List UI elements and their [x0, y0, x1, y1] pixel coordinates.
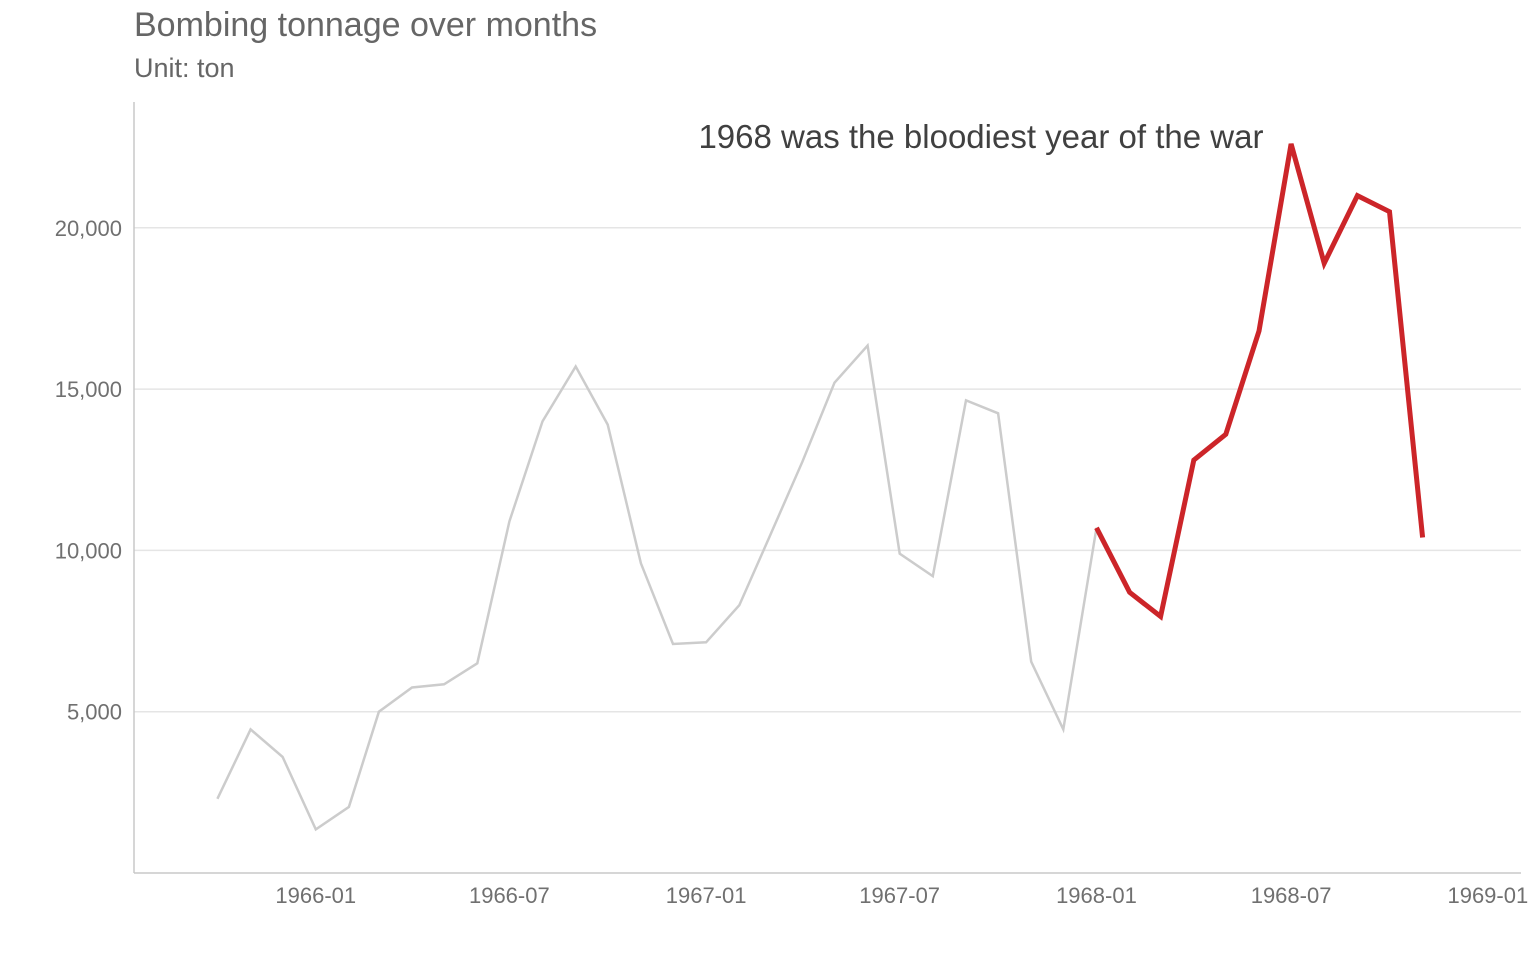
y-tick-label: 5,000	[67, 700, 122, 725]
x-tick-label: 1968-07	[1251, 883, 1332, 908]
chart-annotation: 1968 was the bloodiest year of the war	[698, 118, 1263, 155]
x-tick-label: 1966-01	[275, 883, 356, 908]
y-tick-label: 10,000	[55, 538, 122, 563]
y-tick-label: 15,000	[55, 377, 122, 402]
chart-title: Bombing tonnage over months	[134, 6, 598, 44]
x-tick-label: 1967-07	[859, 883, 940, 908]
y-axis-ticks: 5,000 10,000 15,000 20,000	[55, 216, 122, 725]
x-tick-label: 1966-07	[469, 883, 550, 908]
x-axis-ticks: 1966-01 1966-07 1967-01 1967-07 1968-01 1968-…	[275, 883, 1528, 908]
chart-subtitle: Unit: ton	[134, 53, 235, 83]
series-line-background	[216, 342, 1098, 832]
x-tick-label: 1969-01	[1447, 883, 1528, 908]
x-tick-label: 1967-01	[666, 883, 747, 908]
x-tick-label: 1968-01	[1056, 883, 1137, 908]
gridlines	[134, 227, 1521, 713]
series-line-highlight	[1094, 143, 1426, 621]
y-tick-label: 20,000	[55, 216, 122, 241]
series-lines	[216, 143, 1426, 832]
